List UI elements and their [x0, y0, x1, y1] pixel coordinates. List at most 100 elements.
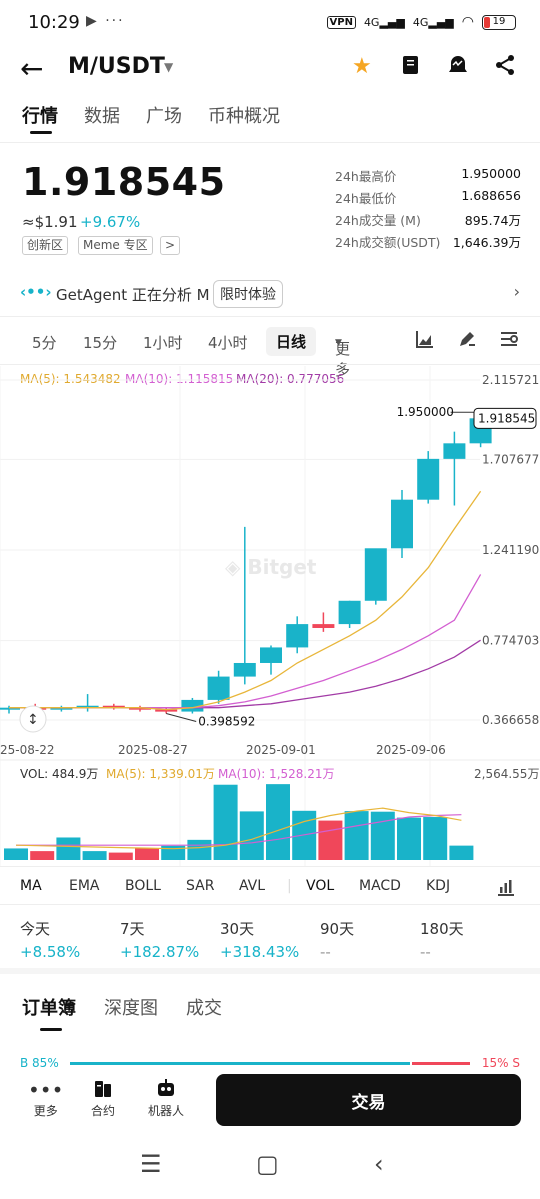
candle-body: [0, 707, 20, 710]
ma5-legend: MA(5): 1.543482: [20, 372, 121, 386]
scale-handle: [19, 705, 47, 733]
back-arrow-icon[interactable]: ←: [20, 52, 44, 85]
battery-icon: 19: [482, 14, 516, 30]
perf-180d: 180天 --: [420, 920, 464, 961]
volume-bar: [30, 851, 55, 860]
trade-button[interactable]: 交易: [216, 1074, 521, 1126]
system-nav-bar: ☰ ▢ ‹: [0, 1144, 540, 1188]
volume-bar: [82, 851, 107, 860]
tab-depth[interactable]: 深度图: [104, 998, 158, 1019]
volume-bar: [187, 839, 212, 860]
tab-square[interactable]: 广场: [146, 106, 182, 127]
low-label: 0.398592: [198, 715, 255, 729]
trial-button[interactable]: 限时体验: [213, 280, 283, 308]
candle-body: [391, 499, 413, 549]
ind-macd[interactable]: MACD: [359, 878, 401, 894]
interval-1d[interactable]: 日线: [266, 327, 317, 356]
fiat-price: ≈$1.91: [22, 213, 78, 231]
candle-body: [364, 548, 387, 601]
volume-bar: [239, 811, 264, 860]
stat-value: 1.950000: [461, 166, 521, 181]
ind-vol[interactable]: VOL: [306, 878, 335, 894]
stat-value: 1,646.39万: [452, 235, 521, 250]
section-gap: [0, 968, 540, 974]
vol-ma10-line: [16, 814, 462, 846]
candle-body: [207, 676, 230, 700]
bot-button[interactable]: 机器人: [148, 1078, 184, 1119]
indicator-settings-icon[interactable]: [497, 878, 515, 900]
contract-icon: [91, 1078, 115, 1102]
price-change: +9.67%: [80, 213, 141, 231]
tab-data[interactable]: 数据: [84, 106, 120, 127]
signal-icon-2: 4G▂▄▆: [412, 15, 454, 29]
divider: [0, 142, 540, 143]
settings-icon[interactable]: [499, 329, 519, 353]
pair-title[interactable]: M/USDT: [68, 54, 165, 79]
tab-underline: [30, 131, 52, 134]
volume-bar: [344, 811, 369, 860]
stat-label: 24h最高价: [335, 169, 397, 184]
tag-meme[interactable]: Meme 专区: [78, 236, 153, 255]
volume-bar: [135, 848, 159, 860]
header: ← M/USDT ▼ ★: [0, 46, 540, 90]
status-bar: 10:29 ▶ ··· VPN 4G▂▄▆ 4G▂▄▆ ◠ 19: [0, 0, 540, 46]
chevron-right-icon[interactable]: ›: [513, 282, 520, 301]
tab-market[interactable]: 行情: [22, 106, 58, 127]
y-tick-label: 0.774703: [482, 634, 539, 648]
y-tick-label: 2.115721: [482, 373, 539, 387]
chevron-down-icon[interactable]: ▼: [164, 60, 174, 74]
interval-bar: 5分 15分 1小时 4小时 日线 更多 ▼: [0, 326, 540, 379]
getagent-banner[interactable]: ‹••› GetAgent 正在分析 M 限时体验 ›: [20, 280, 524, 308]
tab-orderbook[interactable]: 订单簿: [22, 998, 76, 1019]
volume-bar: [370, 811, 395, 860]
candle-body: [260, 647, 282, 663]
volume-bar: [213, 784, 238, 860]
interval-15m[interactable]: 15分: [83, 334, 118, 352]
draw-tool-icon[interactable]: [457, 329, 477, 353]
vol-ma5-legend: MA(5): 1,339.01万: [106, 767, 215, 781]
interval-1h[interactable]: 1小时: [143, 334, 183, 352]
volume-bar: [4, 848, 28, 860]
volume-bar: [318, 820, 343, 860]
tag-more[interactable]: >: [160, 236, 181, 255]
tag-innovation[interactable]: 创新区: [22, 236, 69, 255]
candlestick-chart[interactable]: 2.115721 1.707677 1.241190 0.774703 0.366658…: [0, 366, 540, 866]
ind-ema[interactable]: EMA: [69, 878, 100, 894]
perf-7d: 7天 +182.87%: [120, 920, 200, 961]
ind-boll[interactable]: BOLL: [125, 878, 161, 894]
orderbook-ratio: B 85% 15% S: [20, 1058, 520, 1068]
interval-4h[interactable]: 4小时: [208, 334, 248, 352]
interval-5m[interactable]: 5分: [32, 334, 57, 352]
divider: [0, 316, 540, 317]
stat-value: 1.688656: [461, 188, 521, 203]
menu-icon[interactable]: ☰: [140, 1150, 162, 1178]
contract-button[interactable]: 合约: [91, 1078, 115, 1119]
ind-avl[interactable]: AVL: [239, 878, 266, 894]
main-tabs: 行情 数据 广场 币种概况: [22, 102, 280, 128]
stat-label: 24h最低价: [335, 191, 397, 206]
ind-sar[interactable]: SAR: [186, 878, 215, 894]
home-icon[interactable]: ▢: [256, 1150, 279, 1178]
divider: [0, 904, 540, 905]
tab-trades[interactable]: 成交: [186, 998, 222, 1019]
vol-max-tick: 2,564.55万: [474, 767, 539, 781]
bottom-bar: ••• 更多 合约 机器人 交易: [0, 1068, 540, 1132]
alert-bell-icon[interactable]: [447, 54, 469, 82]
ind-kdj[interactable]: KDJ: [426, 878, 451, 894]
candle-body: [181, 699, 204, 712]
more-button[interactable]: ••• 更多: [28, 1078, 64, 1118]
ma20-legend: MA(20): 0.777056: [236, 372, 345, 386]
notebook-icon[interactable]: [400, 54, 422, 82]
watermark: ◈ Bitget: [225, 555, 317, 579]
chart-type-icon[interactable]: [415, 329, 435, 353]
tab-overview[interactable]: 币种概况: [208, 106, 280, 127]
ind-ma[interactable]: MA: [20, 878, 42, 894]
signal-icon: 4G▂▄▆: [363, 15, 405, 29]
high-label: 1.950000: [397, 405, 454, 419]
x-tick-label: 2025-09-06: [376, 743, 446, 757]
star-icon[interactable]: ★: [352, 54, 372, 79]
perf-30d: 30天 +318.43%: [220, 920, 300, 961]
back-icon[interactable]: ‹: [374, 1150, 384, 1178]
share-icon[interactable]: [494, 54, 516, 82]
low-leader: [166, 713, 197, 723]
